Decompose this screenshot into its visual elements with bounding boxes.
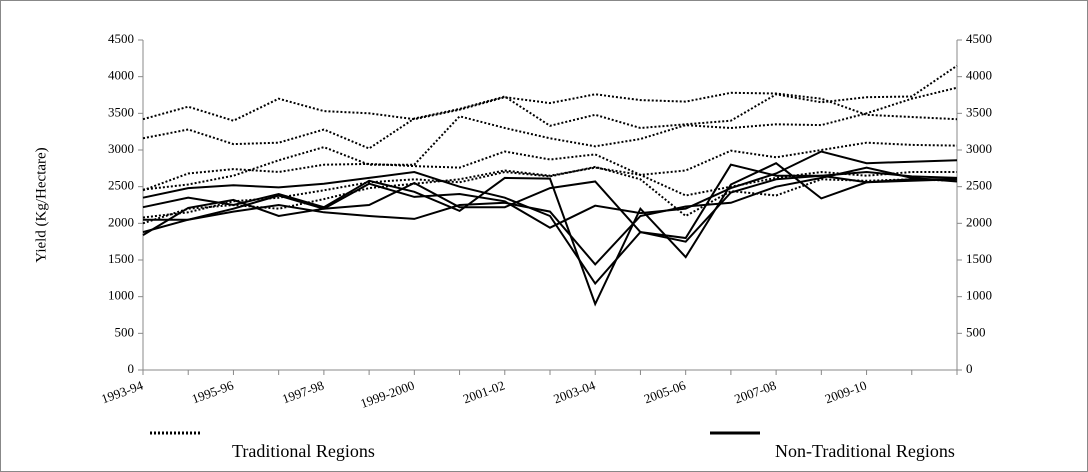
y2-tick-label: 4000	[966, 68, 992, 83]
y-tick-label: 0	[128, 361, 135, 376]
series-line	[142, 64, 958, 150]
series-line	[142, 170, 958, 243]
y2-tick-label: 2500	[966, 178, 992, 193]
series-line	[142, 165, 958, 219]
y-tick-label: 2000	[108, 214, 134, 229]
y2-tick-label: 4500	[966, 31, 992, 46]
series-line	[142, 91, 958, 122]
series-line	[142, 166, 957, 225]
y2-tick-label: 0	[966, 361, 973, 376]
y-tick-label: 1500	[108, 251, 134, 266]
series-line	[143, 166, 958, 266]
y2-tick-label: 3000	[966, 141, 992, 156]
y-tick-label: 4000	[108, 68, 134, 83]
y-tick-label: 1000	[108, 288, 134, 303]
y2-tick-label: 2000	[966, 214, 992, 229]
y-tick-label: 2500	[108, 178, 134, 193]
y-tick-label: 500	[115, 324, 135, 339]
y2-tick-label: 500	[966, 324, 986, 339]
y2-tick-label: 3500	[966, 104, 992, 119]
y2-tick-label: 1000	[966, 288, 992, 303]
y-tick-label: 4500	[108, 31, 134, 46]
series-line	[142, 150, 958, 236]
legend-label: Traditional Regions	[232, 441, 375, 461]
y-axis-label: Yield (Kg/Hectare)	[33, 147, 49, 262]
legend-label: Non-Traditional Regions	[775, 441, 955, 461]
y2-tick-label: 1500	[966, 251, 992, 266]
y-tick-label: 3000	[108, 141, 134, 156]
y-tick-label: 3500	[108, 104, 134, 119]
series-line	[142, 162, 957, 307]
